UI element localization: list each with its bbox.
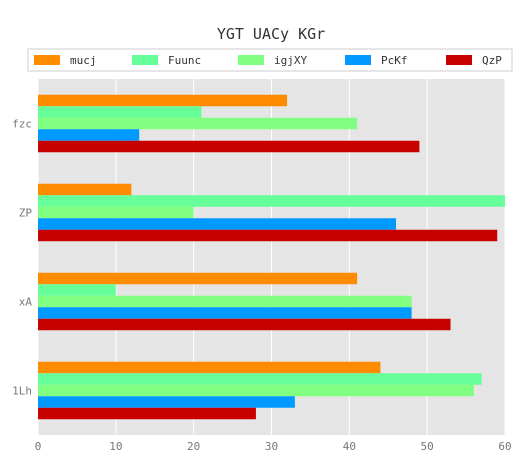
x-tick-label: 40 — [343, 440, 356, 453]
legend-label: Fuunc — [168, 54, 201, 67]
bar — [38, 106, 202, 118]
bar — [38, 407, 256, 420]
bar — [38, 361, 381, 374]
bar — [38, 129, 140, 141]
bar — [38, 373, 482, 385]
x-tick-label: 20 — [187, 440, 200, 453]
legend-label: igjXY — [274, 54, 307, 67]
legend-label: PcKf — [381, 54, 408, 67]
legend-swatch — [345, 55, 371, 65]
legend-swatch — [34, 55, 60, 65]
legend-swatch — [132, 55, 158, 65]
bar — [38, 140, 420, 153]
y-tick-label: xA — [19, 296, 33, 309]
legend-label: mucj — [70, 54, 97, 67]
bar — [38, 206, 194, 219]
y-axis: 1Lh xA ZP fzc — [12, 118, 32, 398]
y-tick-label: fzc — [12, 118, 32, 131]
bar — [38, 318, 451, 331]
x-tick-label: 10 — [109, 440, 122, 453]
bar — [38, 307, 412, 319]
bar — [38, 195, 505, 207]
bar — [38, 396, 295, 408]
bar — [38, 183, 132, 196]
legend-swatch — [446, 55, 472, 65]
bar — [38, 384, 474, 397]
legend: mucj Fuunc igjXY PcKf QzP — [27, 48, 513, 72]
bar — [38, 272, 358, 285]
legend-swatch — [238, 55, 264, 65]
bar — [38, 94, 288, 107]
x-tick-label: 0 — [35, 440, 42, 453]
x-tick-label: 50 — [421, 440, 434, 453]
bar — [38, 229, 498, 242]
legend-label: QzP — [482, 54, 502, 67]
bar — [38, 284, 116, 296]
y-tick-label: 1Lh — [12, 385, 32, 398]
chart-title: YGT UACy KGr — [217, 25, 325, 43]
x-axis: 0 10 20 30 40 50 60 — [35, 440, 512, 453]
bar — [38, 295, 412, 308]
x-tick-label: 60 — [498, 440, 511, 453]
bar — [38, 117, 358, 130]
bar — [38, 218, 397, 230]
bars — [38, 94, 505, 420]
x-tick-label: 30 — [265, 440, 278, 453]
legend-frame — [27, 48, 513, 72]
y-tick-label: ZP — [19, 207, 33, 220]
